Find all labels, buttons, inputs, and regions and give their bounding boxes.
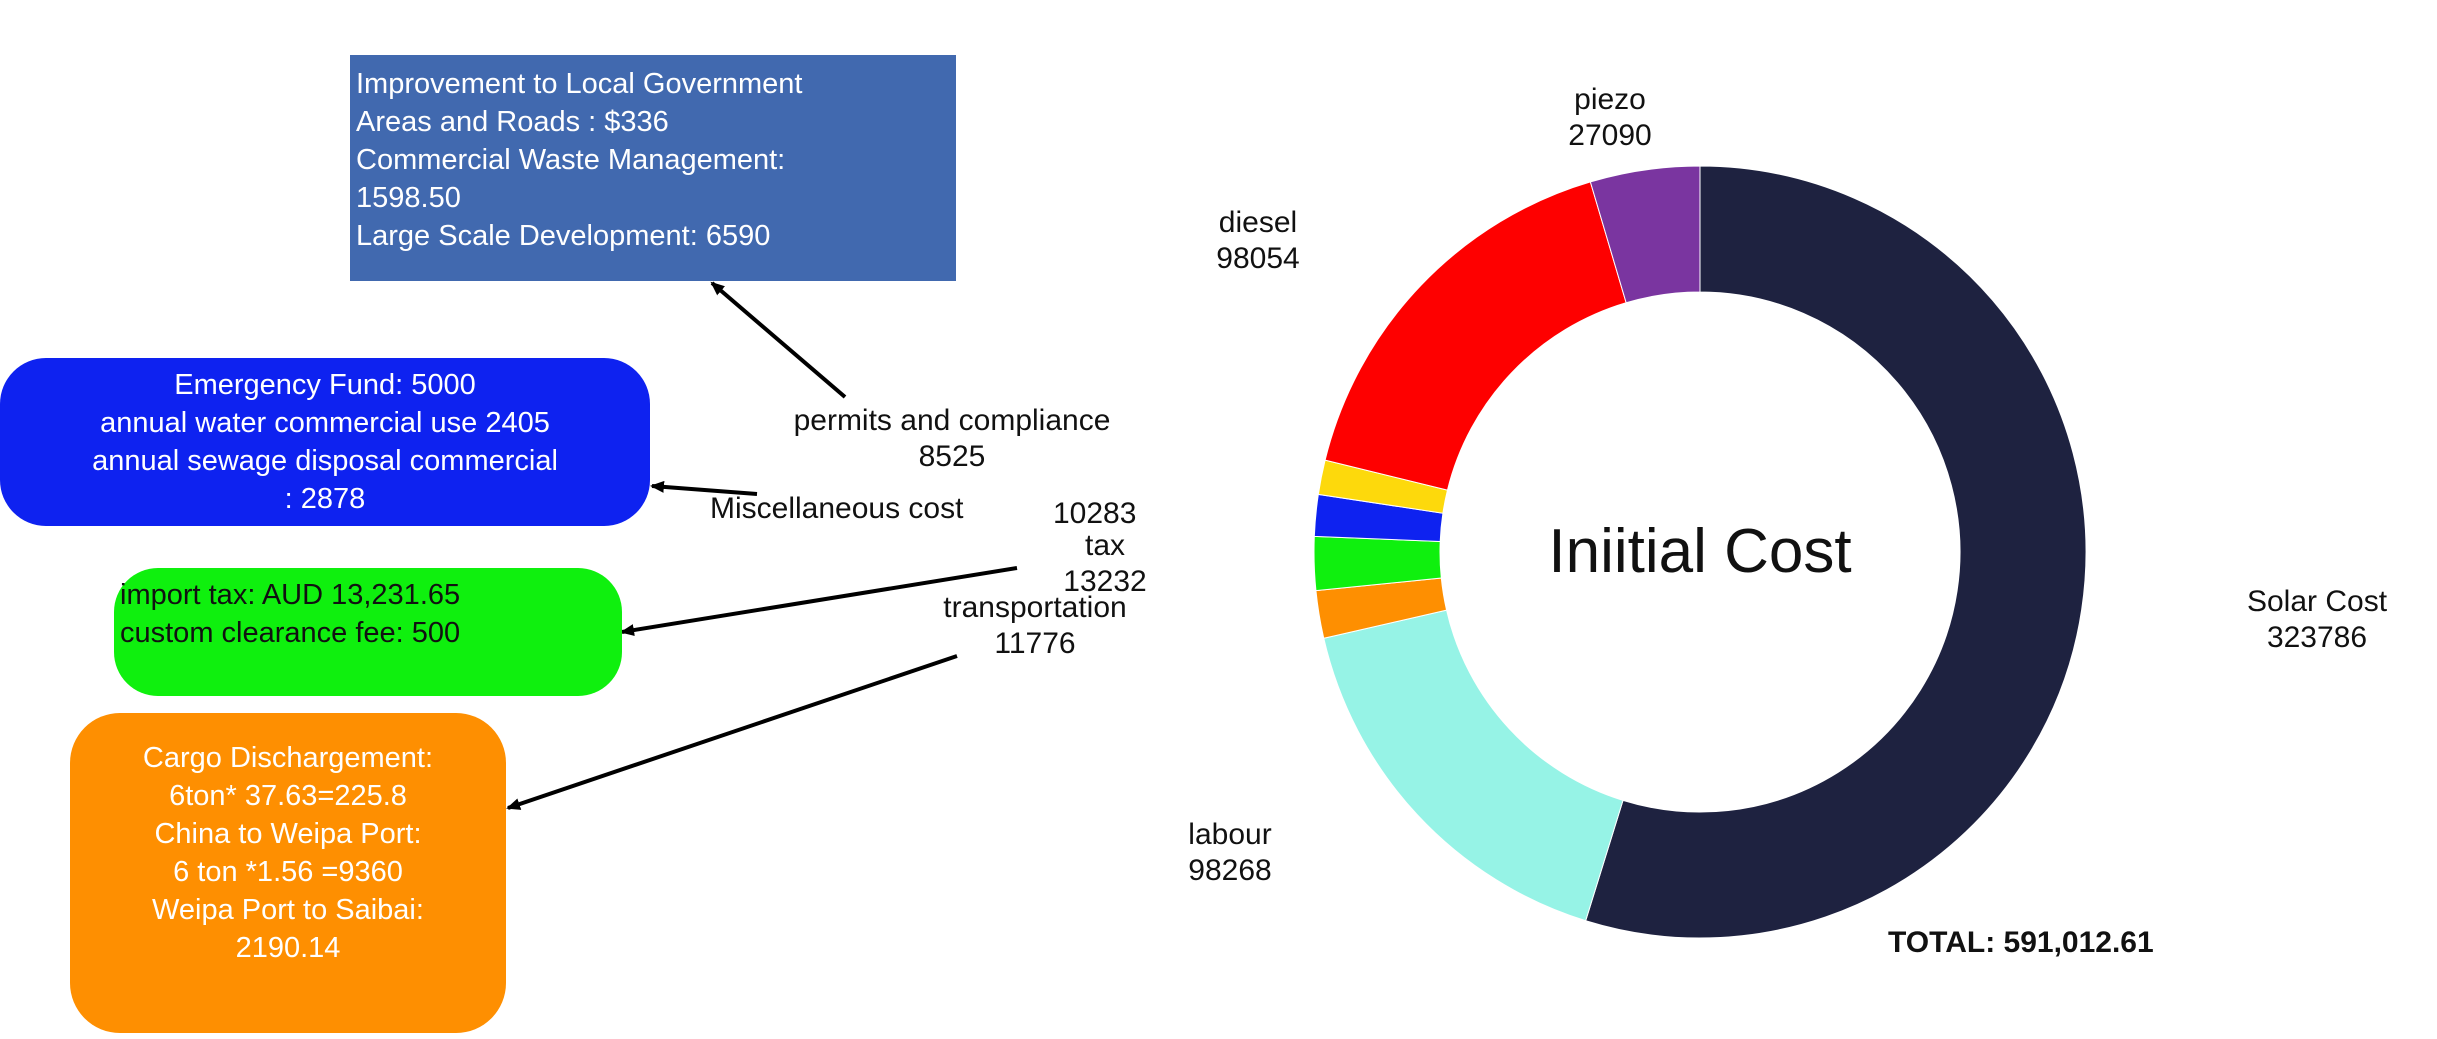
transport-line: 2190.14 — [235, 932, 341, 964]
permits-breakdown-box: Improvement to Local Government Areas an… — [350, 55, 956, 281]
misc-breakdown-box: Emergency Fund: 5000 annual water commer… — [0, 358, 650, 526]
permits-line: Improvement to Local Government — [356, 68, 803, 100]
slice-name: transportation — [943, 591, 1127, 624]
permits-line: Large Scale Development: 6590 — [356, 220, 771, 252]
permits-line: 1598.50 — [356, 182, 461, 214]
slice-label-diesel: diesel 98054 — [1188, 205, 1328, 277]
misc-line: annual sewage disposal commercial — [92, 445, 558, 477]
transport-line: Cargo Dischargement: — [142, 742, 434, 774]
misc-line: annual water commercial use 2405 — [100, 407, 550, 439]
arrow-misc — [650, 480, 758, 496]
slice-value: 27090 — [1568, 119, 1652, 152]
transport-line: 6ton* 37.63=225.8 — [169, 780, 407, 812]
transport-line: China to Weipa Port: — [154, 818, 422, 850]
donut-slice-diesel — [1324, 181, 1627, 491]
slice-label-transportation: transportation 11776 — [900, 590, 1170, 662]
slice-value: 11776 — [994, 627, 1076, 660]
slice-label-tax: tax 13232 — [1040, 528, 1170, 600]
tax-line: custom clearance fee: 500 — [120, 617, 461, 649]
slice-name: piezo — [1574, 83, 1646, 116]
slice-label-misc-name: Miscellaneous cost — [710, 492, 964, 525]
transport-line: 6 ton *1.56 =9360 — [173, 856, 403, 888]
slice-name: Solar Cost — [2246, 585, 2388, 618]
tax-breakdown-box: import tax: AUD 13,231.65 custom clearan… — [114, 568, 622, 696]
slice-value: 13232 — [1063, 565, 1147, 598]
slice-value: 323786 — [2266, 621, 2368, 654]
permits-line: Commercial Waste Management: — [356, 144, 786, 176]
donut-slice-solar-cost — [1585, 165, 2087, 939]
misc-line: : 2878 — [284, 483, 366, 515]
slice-label-permits: permits and compliance 8525 — [722, 403, 1182, 475]
slice-value: 98268 — [1188, 854, 1272, 887]
arrow-permits — [710, 281, 847, 399]
transport-line: Weipa Port to Saibai: — [152, 894, 424, 926]
slice-label-solar: Solar Cost 323786 — [2222, 584, 2412, 656]
donut-slice-piezo — [1589, 165, 1701, 304]
total-label: TOTAL: 591,012.61 — [1888, 926, 2154, 959]
arrow-transport — [506, 654, 958, 810]
transport-breakdown-box: Cargo Dischargement: 6ton* 37.63=225.8 C… — [70, 713, 506, 1033]
slice-name: permits and compliance — [793, 404, 1111, 437]
slice-label-misc-value: 10283 — [1053, 497, 1137, 530]
donut-center-title: Iniitial Cost — [1548, 517, 1852, 586]
slice-value: 98054 — [1216, 242, 1300, 275]
slice-label-labour: labour 98268 — [1160, 817, 1300, 889]
permits-line: Areas and Roads : $336 — [356, 106, 669, 138]
slice-name: tax — [1084, 529, 1126, 562]
slice-value: 8525 — [918, 440, 986, 473]
tax-line: import tax: AUD 13,231.65 — [120, 579, 461, 611]
arrow-tax — [620, 566, 1018, 637]
misc-line: Emergency Fund: 5000 — [174, 369, 476, 401]
slice-label-piezo: piezo 27090 — [1540, 82, 1680, 154]
donut-slice-labour — [1323, 609, 1624, 922]
slice-name: diesel — [1218, 206, 1298, 239]
slice-name: labour — [1188, 818, 1272, 851]
